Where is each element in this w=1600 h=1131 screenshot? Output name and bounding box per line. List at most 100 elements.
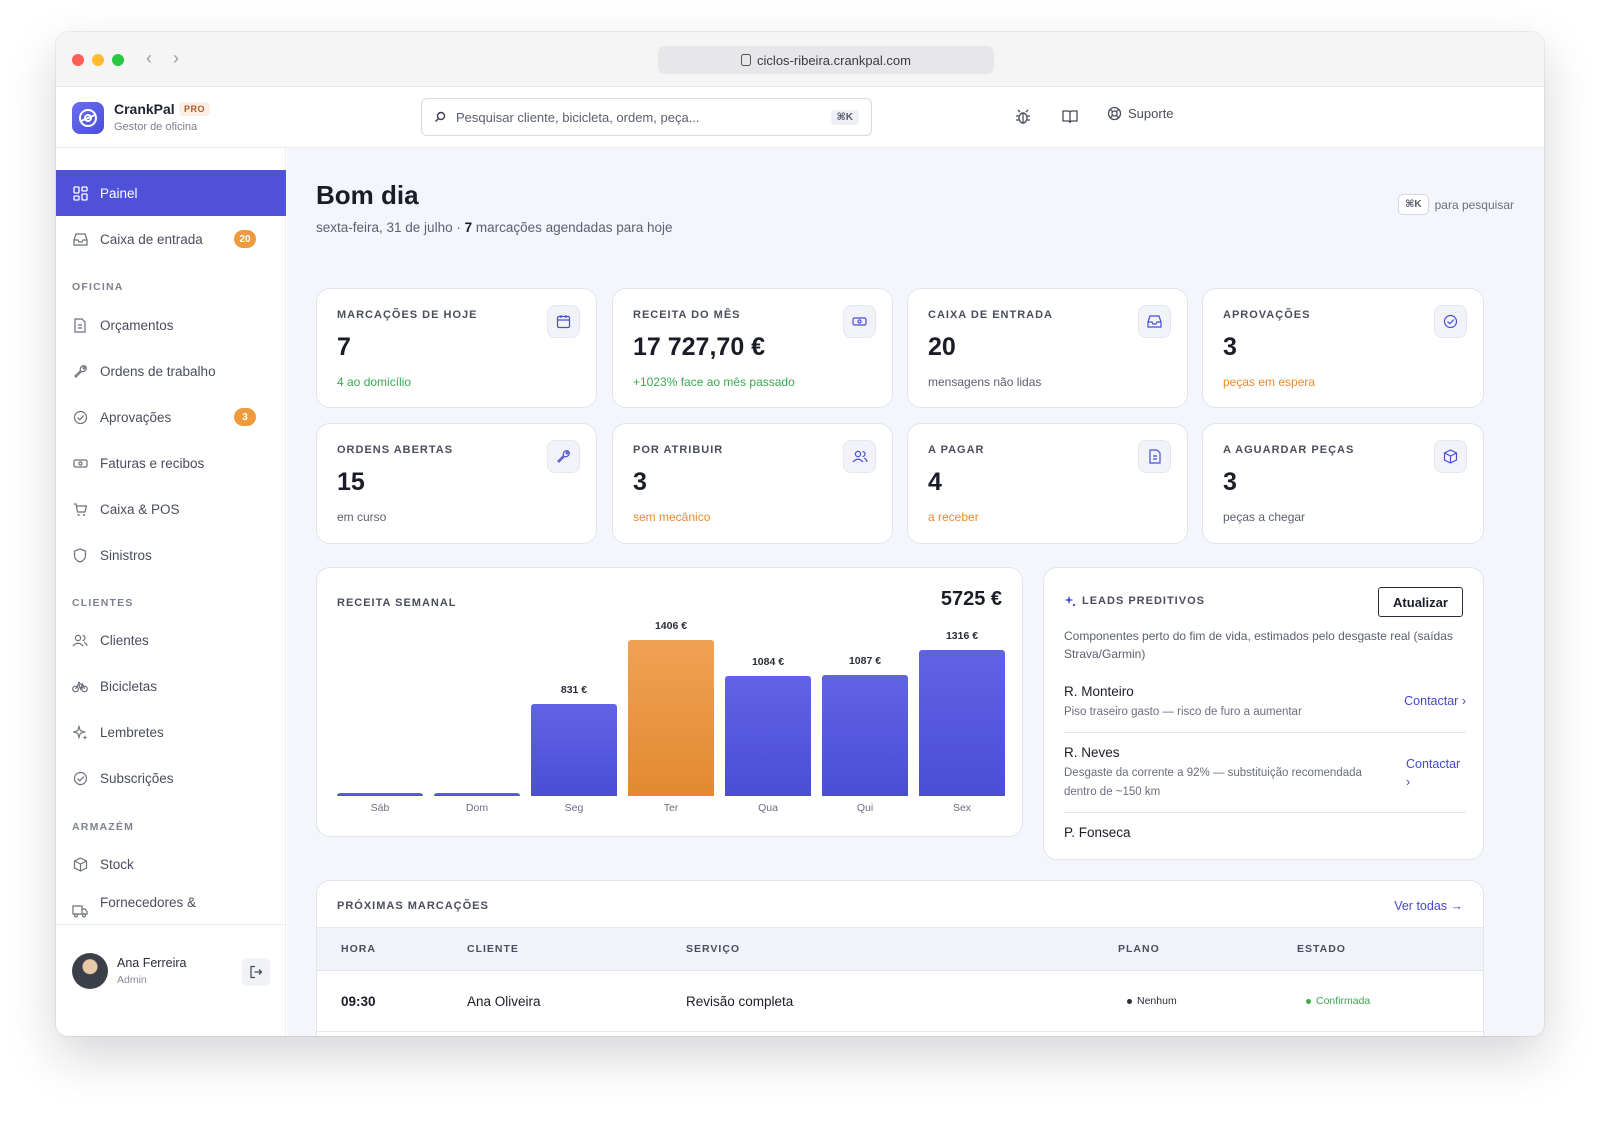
lead-name: R. Monteiro xyxy=(1064,684,1134,699)
view-all-link[interactable]: Ver todas → xyxy=(1394,899,1463,913)
users-icon xyxy=(72,632,88,648)
app-topbar: CrankPal PRO Gestor de oficina Pesquisar… xyxy=(56,88,1544,148)
support-button[interactable]: Suporte xyxy=(1107,106,1174,121)
sidebar-item-label: Ordens de trabalho xyxy=(100,363,216,379)
address-bar[interactable]: ciclos-ribeira.crankpal.com xyxy=(658,46,994,74)
sidebar-item-label: Sinistros xyxy=(100,547,152,563)
close-window-button[interactable] xyxy=(72,54,84,66)
column-header[interactable]: SERVIÇO xyxy=(686,943,741,955)
contact-lead-link[interactable]: Contactar › xyxy=(1406,757,1461,789)
bar-qua[interactable] xyxy=(725,676,811,796)
bar-value-label: 1087 € xyxy=(848,655,882,667)
search-shortcut: ⌘K xyxy=(830,109,859,125)
bar-category-label: Sex xyxy=(952,802,972,814)
stat-card-aprovacoes[interactable]: APROVAÇÕES 3 peças em espera xyxy=(1202,288,1484,408)
bar-seg[interactable] xyxy=(531,704,617,796)
stat-card-marcacoes[interactable]: MARCAÇÕES DE HOJE 7 4 ao domicílio xyxy=(316,288,597,408)
stat-value: 3 xyxy=(633,468,647,496)
stat-value: 17 727,70 € xyxy=(633,333,766,361)
sidebar-item-label: Faturas e recibos xyxy=(100,455,205,471)
sidebar-item-label: Subscrições xyxy=(100,770,174,786)
lifebuoy-icon xyxy=(1107,106,1122,121)
cash-icon xyxy=(72,455,88,471)
sidebar: Painel Caixa de entrada 20 OFICINA Orçam… xyxy=(56,148,286,1036)
status-badge: Confirmada xyxy=(1306,995,1370,1007)
contact-lead-link[interactable]: Contactar › xyxy=(1404,694,1466,708)
sidebar-item-ordens-de-trabalho[interactable]: Ordens de trabalho xyxy=(56,348,286,394)
sidebar-item-faturas-e-recibos[interactable]: Faturas e recibos xyxy=(56,440,286,486)
box-icon xyxy=(1434,440,1467,473)
zoom-window-button[interactable] xyxy=(112,54,124,66)
bar-dom[interactable] xyxy=(434,793,520,796)
bar-sáb[interactable] xyxy=(337,793,423,796)
bug-icon[interactable] xyxy=(1014,108,1032,131)
sidebar-item-caixa-de-entrada[interactable]: Caixa de entrada 20 xyxy=(56,216,286,262)
sidebar-item-clientes[interactable]: Clientes xyxy=(56,617,286,663)
sparkle-icon xyxy=(1064,595,1076,607)
stat-foot: em curso xyxy=(337,510,387,524)
stat-card-ordens-abertas[interactable]: ORDENS ABERTAS 15 em curso xyxy=(316,423,597,544)
upcoming-appointments-table: PRÓXIMAS MARCAÇÕES Ver todas → HORA CLIE… xyxy=(316,880,1484,1036)
stat-label: RECEITA DO MÊS xyxy=(633,309,741,321)
bar-qui[interactable] xyxy=(822,675,908,796)
lead-name: P. Fonseca xyxy=(1064,825,1131,840)
bar-value-label: 831 € xyxy=(560,684,588,696)
logout-button[interactable] xyxy=(242,958,270,986)
check-circle-icon xyxy=(72,770,88,786)
inbox-icon xyxy=(72,231,88,247)
forward-arrow-icon[interactable]: › xyxy=(173,48,179,68)
column-header[interactable]: HORA xyxy=(341,943,376,955)
page-subtitle: sexta-feira, 31 de julho · 7 marcações a… xyxy=(316,220,673,235)
bar-category-label: Qua xyxy=(758,802,778,814)
column-header[interactable]: PLANO xyxy=(1118,943,1160,955)
wrench-icon xyxy=(72,363,88,379)
minimize-window-button[interactable] xyxy=(92,54,104,66)
stat-card-a-aguardar-pecas[interactable]: A AGUARDAR PEÇAS 3 peças a chegar xyxy=(1202,423,1484,544)
refresh-leads-button[interactable]: Atualizar xyxy=(1378,587,1463,617)
bicycle-icon xyxy=(72,678,88,694)
user-panel: Ana Ferreira Admin xyxy=(56,924,286,1036)
lead-text: Desgaste da corrente a 92% — substituiçã… xyxy=(1064,767,1362,798)
lead-item: R. Monteiro Piso traseiro gasto — risco … xyxy=(1064,684,1466,722)
calendar-icon xyxy=(547,305,580,338)
sidebar-item-caixa-pos[interactable]: Caixa & POS xyxy=(56,486,286,532)
avatar[interactable] xyxy=(72,953,108,989)
cash-icon xyxy=(843,305,876,338)
stat-label: ORDENS ABERTAS xyxy=(337,444,454,456)
stat-foot: peças a chegar xyxy=(1223,510,1306,524)
search-hint: ⌘K para pesquisar xyxy=(1398,194,1514,215)
lead-item: R. Neves Desgaste da corrente a 92% — su… xyxy=(1064,745,1466,802)
search-hint-key[interactable]: ⌘K xyxy=(1398,194,1429,215)
inbox-count-badge: 20 xyxy=(234,230,256,248)
search-hint-text: para pesquisar xyxy=(1434,197,1514,212)
sidebar-item-sinistros[interactable]: Sinistros xyxy=(56,532,286,578)
lead-divider xyxy=(1064,812,1466,813)
sidebar-item-stock[interactable]: Stock xyxy=(56,841,286,887)
bar-sex[interactable] xyxy=(919,650,1005,796)
bar-ter[interactable] xyxy=(628,640,714,796)
search-icon xyxy=(435,111,446,122)
column-header[interactable]: CLIENTE xyxy=(467,943,519,955)
table-title: PRÓXIMAS MARCAÇÕES xyxy=(337,900,489,912)
sidebar-item-orcamentos[interactable]: Orçamentos xyxy=(56,302,286,348)
sidebar-item-fornecedores[interactable]: Fornecedores & xyxy=(56,887,286,925)
sidebar-item-bicicletas[interactable]: Bicicletas xyxy=(56,663,286,709)
appointments-count-suffix: marcações agendadas para hoje xyxy=(472,220,673,235)
stat-label: APROVAÇÕES xyxy=(1223,309,1311,321)
sidebar-item-aprovacoes[interactable]: Aprovações 3 xyxy=(56,394,286,440)
back-arrow-icon[interactable]: ‹ xyxy=(146,48,152,68)
logout-icon xyxy=(250,965,263,979)
stat-card-receita[interactable]: RECEITA DO MÊS 17 727,70 € +1023% face a… xyxy=(612,288,893,408)
stat-card-a-pagar[interactable]: A PAGAR 4 a receber xyxy=(907,423,1188,544)
global-search-input[interactable]: Pesquisar cliente, bicicleta, ordem, peç… xyxy=(421,98,872,136)
document-icon xyxy=(1138,440,1171,473)
stat-card-caixa[interactable]: CAIXA DE ENTRADA 20 mensagens não lidas xyxy=(907,288,1188,408)
book-icon[interactable] xyxy=(1061,108,1079,131)
stat-card-por-atribuir[interactable]: POR ATRIBUIR 3 sem mecânico xyxy=(612,423,893,544)
column-header[interactable]: ESTADO xyxy=(1297,943,1346,955)
sidebar-item-lembretes[interactable]: Lembretes xyxy=(56,709,286,755)
leads-title: LEADS PREDITIVOS xyxy=(1082,595,1205,607)
sidebar-item-painel[interactable]: Painel xyxy=(56,170,286,216)
users-icon xyxy=(843,440,876,473)
sidebar-item-subscricoes[interactable]: Subscrições xyxy=(56,755,286,801)
